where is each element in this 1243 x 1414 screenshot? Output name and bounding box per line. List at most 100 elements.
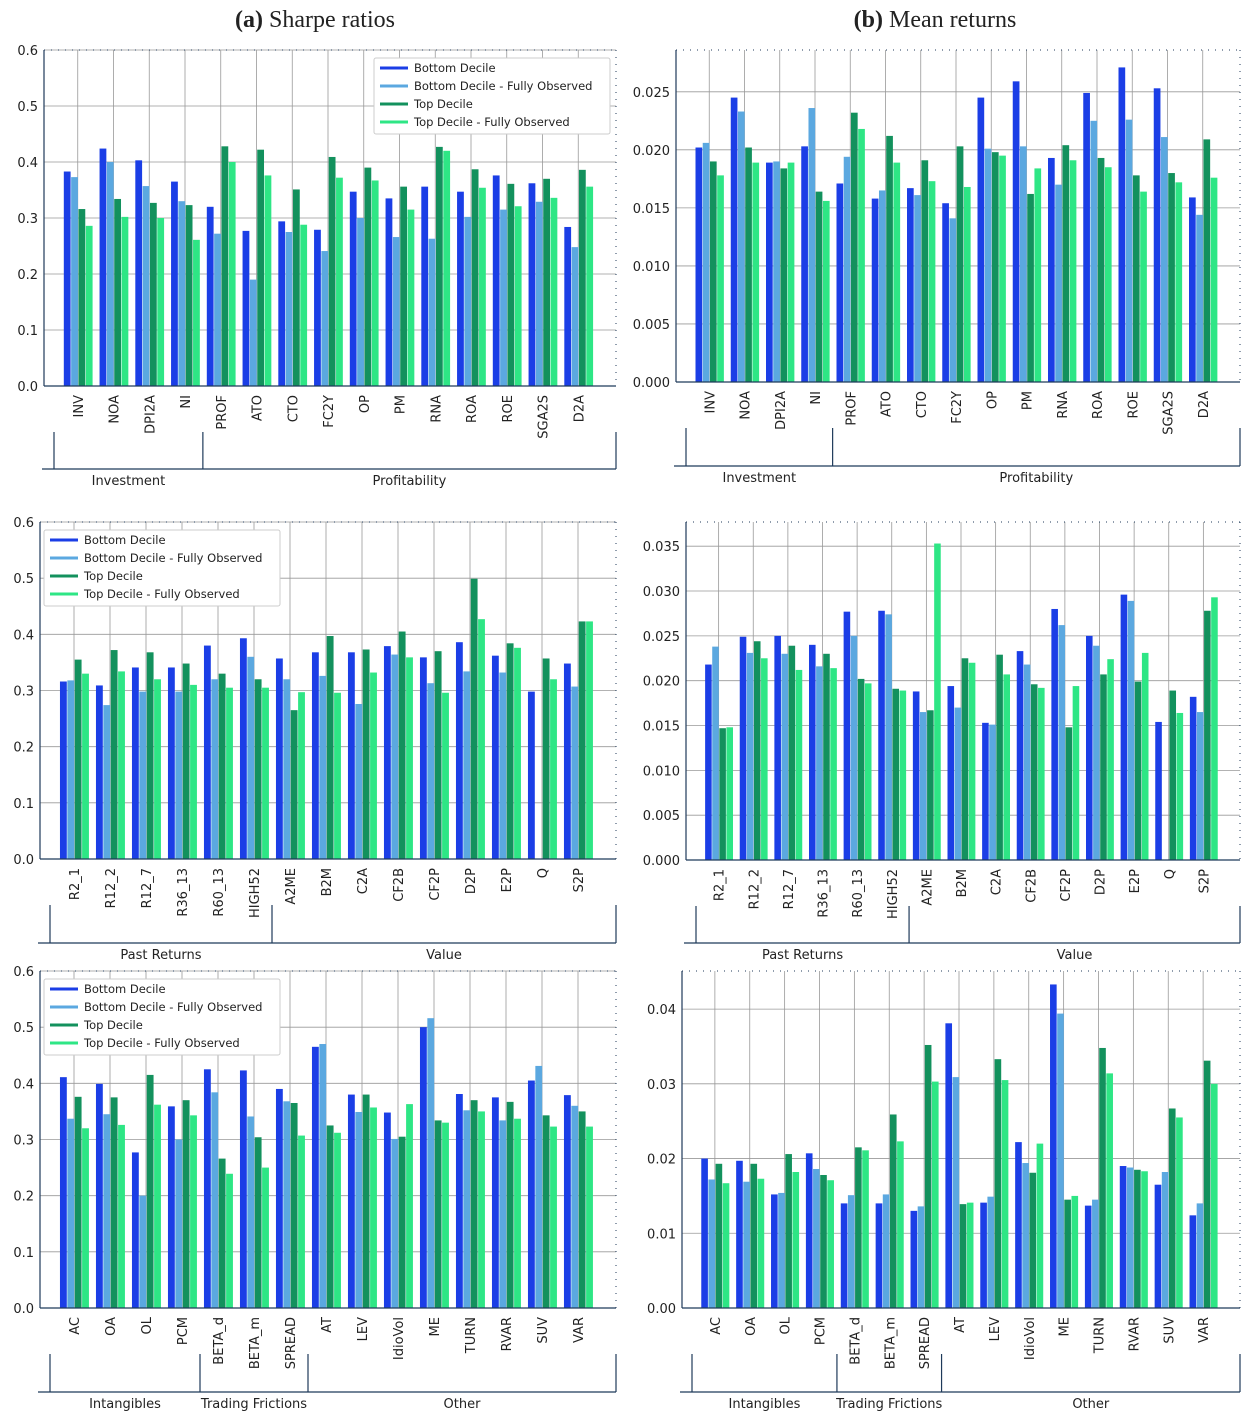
column-title: (b) Mean returns xyxy=(854,7,1017,33)
bar xyxy=(78,209,86,386)
bar xyxy=(1155,721,1162,860)
bar xyxy=(135,160,143,386)
bar xyxy=(808,108,816,382)
bar xyxy=(392,237,400,386)
bar xyxy=(528,183,536,386)
bar xyxy=(175,691,183,859)
bar xyxy=(991,152,999,382)
bar xyxy=(1036,1143,1044,1308)
bar xyxy=(850,635,858,860)
x-tick-label: OP xyxy=(358,395,373,413)
bar xyxy=(275,1088,283,1308)
y-tick-label: 0.6 xyxy=(17,44,38,59)
bar xyxy=(211,679,219,859)
bar xyxy=(328,156,336,386)
bar xyxy=(858,128,865,382)
bar xyxy=(781,653,789,860)
bar xyxy=(1126,1167,1134,1308)
group-label: Profitability xyxy=(999,471,1073,486)
y-tick-label: 0.0 xyxy=(17,380,38,395)
bar xyxy=(571,1105,579,1308)
bar xyxy=(966,1202,974,1308)
y-tick-label: 0.04 xyxy=(647,1003,676,1018)
bar xyxy=(1048,157,1055,382)
bar xyxy=(1160,137,1168,382)
bar xyxy=(563,1095,571,1308)
x-tick-label: ATO xyxy=(251,395,266,421)
bar xyxy=(1127,600,1135,860)
bar xyxy=(154,1104,161,1308)
bar xyxy=(864,683,872,860)
x-tick-label: S2P xyxy=(572,868,587,893)
bar xyxy=(106,162,114,386)
y-tick-label: 0.6 xyxy=(13,516,34,531)
bar xyxy=(326,1125,334,1308)
bar xyxy=(262,1167,269,1308)
legend-label: Bottom Decile xyxy=(84,982,166,996)
x-tick-label: NI xyxy=(179,395,194,409)
x-tick-label: RVAR xyxy=(500,1317,515,1351)
x-tick-label: OP xyxy=(985,391,1000,409)
bar xyxy=(875,1203,883,1308)
y-tick-label: 0.4 xyxy=(13,628,34,643)
bar xyxy=(928,181,936,382)
bar xyxy=(434,1120,442,1308)
legend-label: Top Decile xyxy=(83,1018,143,1032)
bar xyxy=(931,1081,939,1308)
bar xyxy=(239,1070,247,1308)
bar xyxy=(1097,157,1105,382)
x-tick-label: OA xyxy=(744,1317,759,1336)
y-tick-label: 0.4 xyxy=(17,156,38,171)
x-tick-label: NOA xyxy=(739,391,754,420)
x-tick-label: NI xyxy=(809,391,824,405)
bar xyxy=(228,162,236,386)
legend-label: Bottom Decile xyxy=(84,533,166,547)
bar xyxy=(712,646,719,860)
x-tick-label: LEV xyxy=(356,1317,371,1341)
group-label: Past Returns xyxy=(762,948,843,963)
x-tick-label: ME xyxy=(428,1317,443,1336)
bar xyxy=(283,679,291,859)
bar xyxy=(311,652,319,859)
bar xyxy=(778,1192,785,1308)
legend-label: Bottom Decile xyxy=(414,61,496,75)
x-tick-label: FC2Y xyxy=(322,395,337,428)
bar xyxy=(543,178,551,386)
bar xyxy=(110,1097,118,1308)
bar xyxy=(334,692,341,859)
bar xyxy=(1118,67,1126,382)
bar xyxy=(357,218,364,386)
bar xyxy=(1051,608,1058,860)
bar xyxy=(1003,674,1010,860)
group-label: Other xyxy=(1072,1397,1110,1412)
bar xyxy=(761,658,768,860)
bar xyxy=(506,643,514,859)
bar xyxy=(154,679,161,859)
bar xyxy=(491,1097,499,1308)
x-tick-label: INV xyxy=(703,391,718,414)
bar xyxy=(945,1023,953,1308)
y-tick-label: 0.015 xyxy=(643,720,680,735)
bar xyxy=(406,657,413,859)
bar xyxy=(820,1174,827,1308)
x-tick-label: DPI2A xyxy=(143,395,158,434)
bar xyxy=(840,1203,848,1308)
bar xyxy=(471,169,479,386)
y-tick-label: 0.020 xyxy=(633,144,670,159)
bar xyxy=(1176,712,1184,860)
bar xyxy=(370,1107,377,1308)
bar xyxy=(500,209,507,386)
bar xyxy=(257,149,265,386)
bar xyxy=(185,205,193,386)
bar xyxy=(298,692,305,859)
bar xyxy=(95,685,103,859)
bar xyxy=(254,679,262,859)
bar xyxy=(443,150,451,386)
bar xyxy=(146,652,154,859)
x-tick-label: RNA xyxy=(429,395,444,423)
bar xyxy=(586,1126,593,1308)
x-tick-label: R36_13 xyxy=(817,869,832,918)
y-tick-label: 0.025 xyxy=(633,86,670,101)
bar xyxy=(1125,119,1133,382)
bar xyxy=(1134,1169,1141,1308)
